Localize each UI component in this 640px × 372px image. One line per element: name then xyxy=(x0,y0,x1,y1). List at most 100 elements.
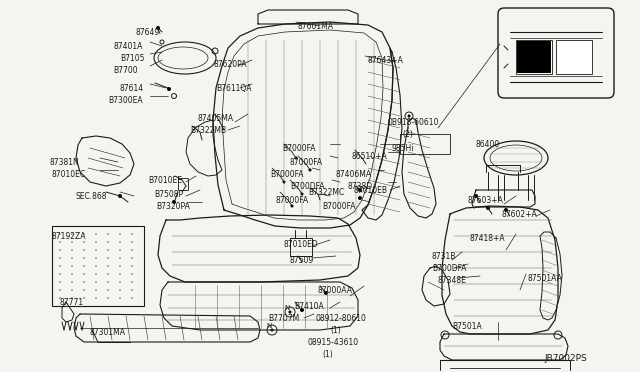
Text: B7700: B7700 xyxy=(113,66,138,75)
Circle shape xyxy=(83,281,84,283)
Text: B7707M: B7707M xyxy=(268,314,300,323)
Circle shape xyxy=(60,273,61,275)
Circle shape xyxy=(119,289,121,291)
Bar xyxy=(178,178,188,190)
Text: JB7002PS: JB7002PS xyxy=(544,354,587,363)
Circle shape xyxy=(300,308,304,312)
Circle shape xyxy=(83,249,84,251)
Text: 87602+A: 87602+A xyxy=(502,210,538,219)
Circle shape xyxy=(60,265,61,267)
Circle shape xyxy=(60,241,61,243)
Text: 87401A: 87401A xyxy=(113,42,142,51)
Text: N: N xyxy=(284,305,289,311)
Text: 87418+A: 87418+A xyxy=(470,234,506,243)
Bar xyxy=(400,134,450,154)
Text: 08912-80610: 08912-80610 xyxy=(316,314,367,323)
Circle shape xyxy=(119,297,121,299)
Text: B7000FA: B7000FA xyxy=(270,170,303,179)
Circle shape xyxy=(71,249,73,251)
Circle shape xyxy=(83,257,84,259)
Circle shape xyxy=(71,273,73,275)
Circle shape xyxy=(95,297,97,299)
Circle shape xyxy=(172,200,176,204)
Text: B7508P: B7508P xyxy=(154,190,183,199)
Circle shape xyxy=(131,289,133,291)
Circle shape xyxy=(119,265,121,267)
Circle shape xyxy=(83,273,84,275)
Circle shape xyxy=(474,194,478,198)
Text: N: N xyxy=(266,323,271,329)
Circle shape xyxy=(95,249,97,251)
Bar xyxy=(52,226,144,306)
Circle shape xyxy=(95,289,97,291)
Text: 87301MA: 87301MA xyxy=(90,328,126,337)
Circle shape xyxy=(108,233,109,235)
Text: 87010EB: 87010EB xyxy=(354,186,388,195)
Circle shape xyxy=(83,233,84,235)
Circle shape xyxy=(108,273,109,275)
Circle shape xyxy=(60,257,61,259)
Circle shape xyxy=(71,241,73,243)
Circle shape xyxy=(119,273,121,275)
Text: B7611QA: B7611QA xyxy=(216,84,252,93)
Text: B7320PA: B7320PA xyxy=(156,202,190,211)
Circle shape xyxy=(408,115,410,118)
Text: 86510+A: 86510+A xyxy=(352,152,388,161)
Text: B700DFA: B700DFA xyxy=(432,264,467,273)
Circle shape xyxy=(83,241,84,243)
Text: B7322MC: B7322MC xyxy=(308,188,344,197)
Text: (1): (1) xyxy=(322,350,333,359)
Text: B7000FA: B7000FA xyxy=(282,144,316,153)
Circle shape xyxy=(324,291,328,295)
Circle shape xyxy=(60,289,61,291)
Circle shape xyxy=(291,205,294,208)
Circle shape xyxy=(486,206,490,210)
Text: 87000FA: 87000FA xyxy=(290,158,323,167)
Circle shape xyxy=(83,289,84,291)
Circle shape xyxy=(71,265,73,267)
Circle shape xyxy=(108,289,109,291)
Circle shape xyxy=(71,297,73,299)
Circle shape xyxy=(60,233,61,235)
Circle shape xyxy=(504,208,508,212)
Circle shape xyxy=(131,257,133,259)
Bar xyxy=(517,41,551,73)
Circle shape xyxy=(358,188,362,192)
Bar xyxy=(290,238,312,256)
Text: 8738D: 8738D xyxy=(348,182,373,191)
Text: 87620PA: 87620PA xyxy=(214,60,248,69)
Text: 87603+A: 87603+A xyxy=(468,196,504,205)
Text: 87771: 87771 xyxy=(60,298,84,307)
Bar xyxy=(556,40,592,74)
Circle shape xyxy=(95,281,97,283)
Text: B7300EA: B7300EA xyxy=(108,96,143,105)
Text: B7410A: B7410A xyxy=(294,302,324,311)
Circle shape xyxy=(108,265,109,267)
Text: 87406MA: 87406MA xyxy=(336,170,372,179)
Circle shape xyxy=(131,281,133,283)
Circle shape xyxy=(358,196,362,200)
Circle shape xyxy=(119,281,121,283)
Circle shape xyxy=(131,265,133,267)
Circle shape xyxy=(95,241,97,243)
Circle shape xyxy=(131,297,133,299)
Circle shape xyxy=(83,297,84,299)
Bar xyxy=(516,40,552,74)
Text: 08915-43610: 08915-43610 xyxy=(308,338,359,347)
Circle shape xyxy=(294,157,298,160)
Circle shape xyxy=(95,265,97,267)
Text: B700DFA: B700DFA xyxy=(290,182,324,191)
Text: 87010ED: 87010ED xyxy=(284,240,319,249)
Circle shape xyxy=(271,328,273,331)
Text: 87643+A: 87643+A xyxy=(367,56,403,65)
Text: 86400: 86400 xyxy=(476,140,500,149)
Circle shape xyxy=(60,249,61,251)
Text: 985Hi: 985Hi xyxy=(392,144,415,153)
Circle shape xyxy=(131,241,133,243)
Circle shape xyxy=(301,192,303,196)
Circle shape xyxy=(282,180,285,183)
Text: B7322MB: B7322MB xyxy=(190,126,226,135)
Circle shape xyxy=(156,26,160,30)
Text: SEC.868: SEC.868 xyxy=(76,192,108,201)
Circle shape xyxy=(71,233,73,235)
